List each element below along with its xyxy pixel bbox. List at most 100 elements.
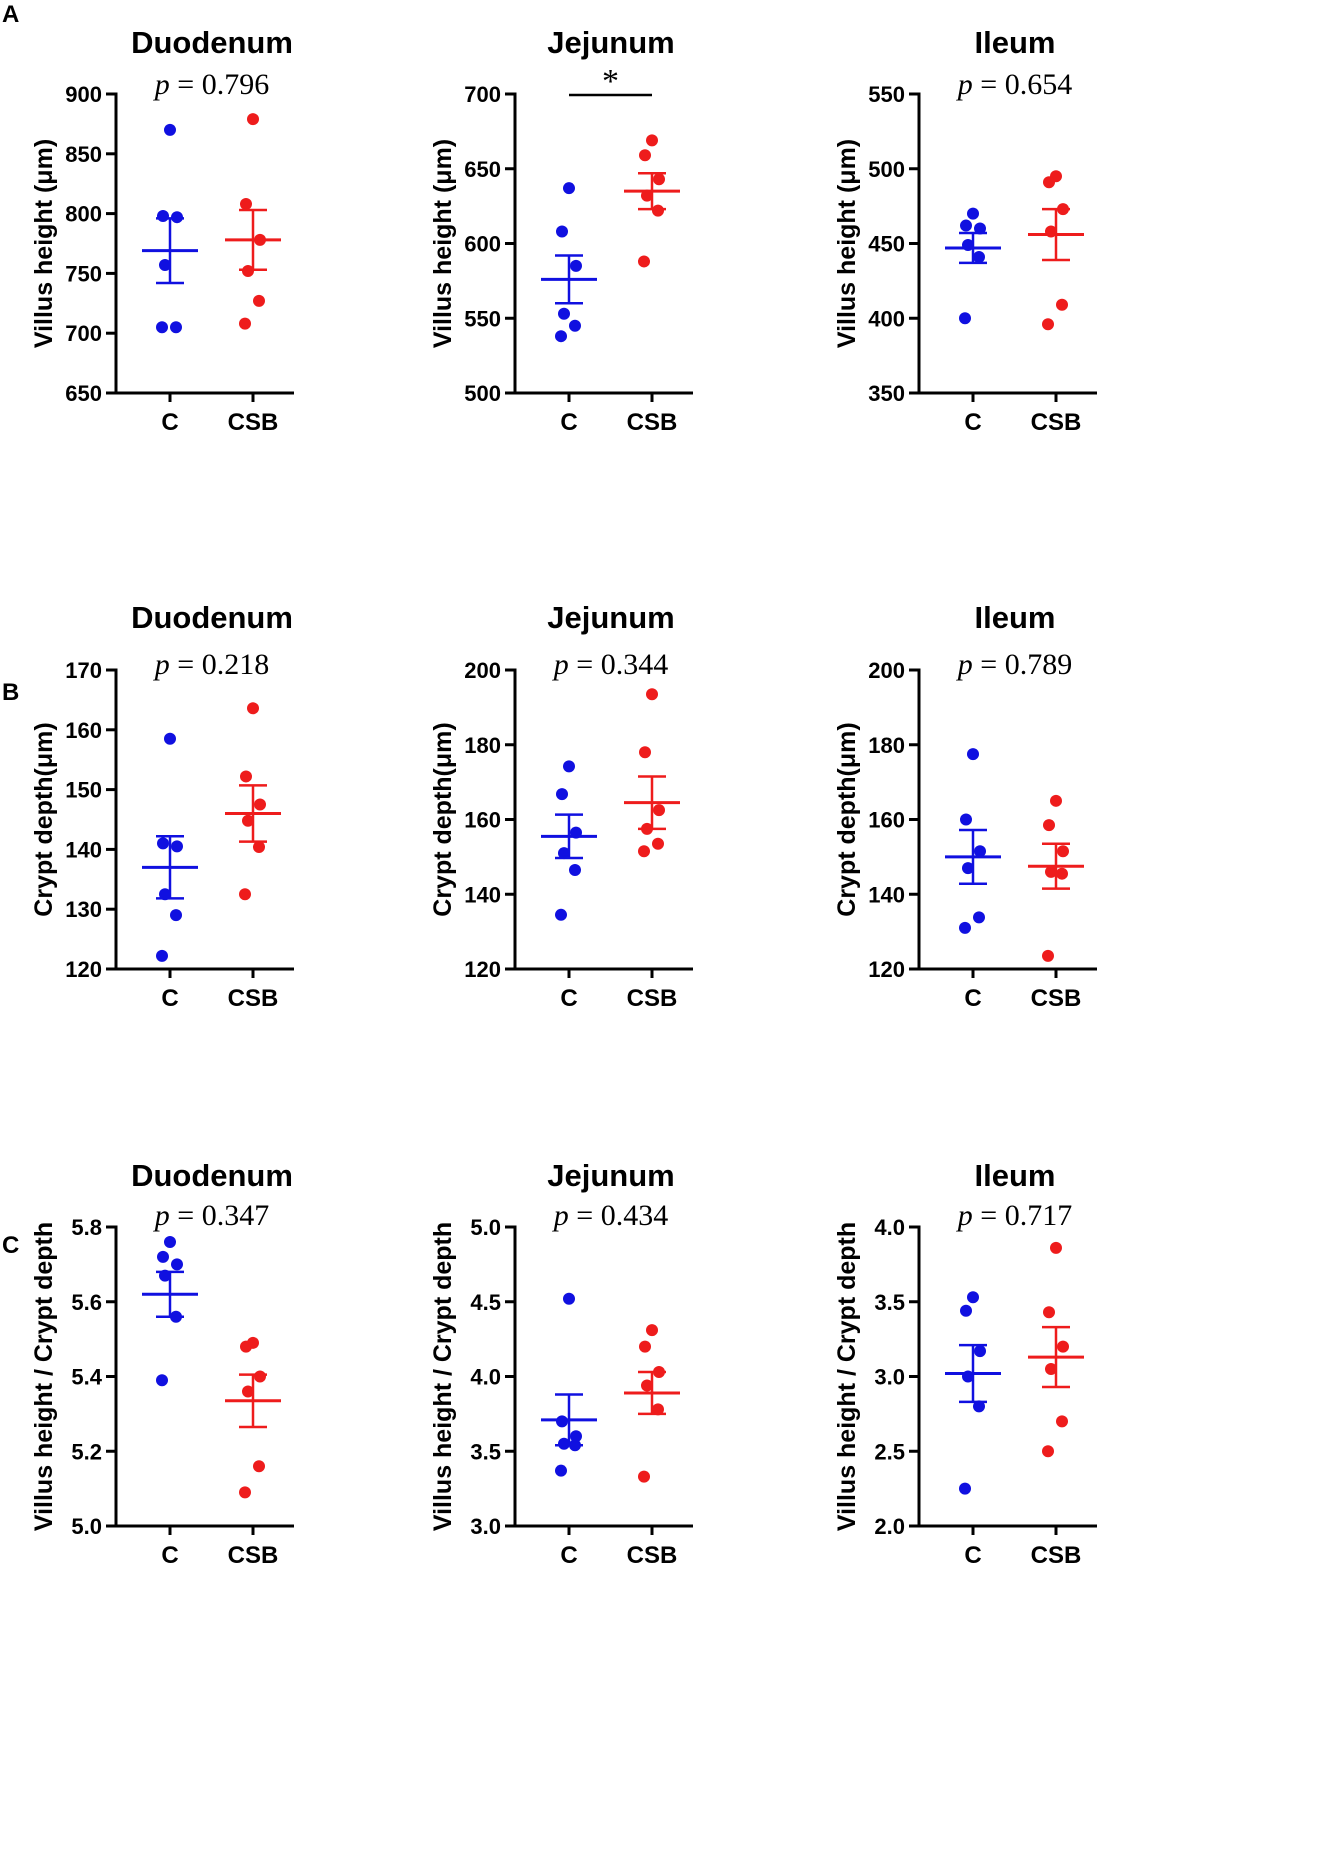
chart-b-jejunum-p-number: = 0.344 <box>576 648 668 681</box>
chart-c-duodenum-ytick-label: 5.4 <box>71 1365 102 1390</box>
chart-b-jejunum-xtick-label-c: C <box>560 985 577 1012</box>
chart-a-duodenum-point-c <box>156 321 168 334</box>
chart-b-duodenum-xtick-label-csb: CSB <box>228 985 279 1012</box>
chart-b-jejunum-point-c <box>556 788 568 801</box>
chart-b-ileum-point-c <box>973 911 985 924</box>
chart-c-jejunum-point-csb <box>638 1470 650 1483</box>
chart-a-duodenum-xtick-label-c: C <box>161 409 178 436</box>
chart-b-ileum-ytick-label: 200 <box>868 658 905 683</box>
chart-c-ileum-ytick-label: 4.0 <box>874 1215 905 1240</box>
chart-a-jejunum-point-c <box>569 319 581 332</box>
chart-c-ileum-point-c <box>959 1482 971 1495</box>
chart-c-duodenum: Duodenum p = 0.347 5.0 5.2 5.4 5.6 5.8 C CSB Vill… <box>30 1158 294 1569</box>
chart-a-jejunum-point-c <box>558 307 570 320</box>
chart-c-jejunum-p-symbol: p <box>552 1199 577 1232</box>
chart-b-ileum-point-c <box>959 921 971 934</box>
chart-b-jejunum-p-symbol: p <box>552 648 577 681</box>
chart-b-duodenum-title: Duodenum <box>131 600 293 635</box>
chart-b-jejunum-point-c <box>558 847 570 860</box>
chart-a-duodenum-point-c <box>164 123 176 136</box>
chart-c-duodenum-p-symbol: p <box>153 1199 178 1232</box>
chart-c-ileum: Ileum p = 0.717 2.0 2.5 3.0 3.5 4.0 C CSB Villus … <box>833 1158 1097 1569</box>
chart-a-jejunum-point-csb <box>653 173 665 186</box>
chart-b-duodenum-ylabel: Crypt depth(μm) <box>30 722 58 916</box>
chart-a-jejunum-point-c <box>555 330 567 343</box>
chart-b-ileum-point-csb <box>1043 819 1055 832</box>
chart-b-jejunum-ytick-label: 200 <box>464 658 501 683</box>
chart-a-ileum-p-number: = 0.654 <box>980 68 1072 101</box>
chart-c-ileum-title: Ileum <box>975 1158 1056 1193</box>
panel-letter-c: C <box>2 1232 19 1259</box>
chart-a-jejunum-ytick-label: 500 <box>464 381 501 406</box>
chart-b-duodenum-ytick-label: 150 <box>65 778 102 803</box>
chart-a-ileum-p-value: p = 0.654 <box>956 68 1072 101</box>
chart-c-ileum-point-csb <box>1042 1445 1054 1458</box>
chart-a-ileum-point-csb <box>1042 318 1054 331</box>
chart-b-duodenum-point-c <box>157 837 169 850</box>
chart-a-ileum-ytick-label: 500 <box>868 157 905 182</box>
chart-a-ileum-point-c <box>973 250 985 263</box>
chart-a-duodenum-point-c <box>157 209 169 222</box>
chart-a-duodenum: Duodenum p = 0.796 650 700 750 800 850 900 C CSB V… <box>30 25 294 436</box>
chart-b-duodenum-xtick-label-c: C <box>161 985 178 1012</box>
chart-a-duodenum-ytick-label: 750 <box>65 261 102 286</box>
chart-c-jejunum-point-csb <box>646 1324 658 1337</box>
chart-b-jejunum-ylabel: Crypt depth(μm) <box>429 722 457 916</box>
chart-a-duodenum-p-symbol: p <box>153 68 178 101</box>
chart-a-duodenum-p-number: = 0.796 <box>177 68 269 101</box>
chart-a-jejunum-ylabel: Villus height (μm) <box>429 139 457 348</box>
chart-b-ileum-point-c <box>974 845 986 858</box>
chart-b-duodenum-p-value: p = 0.218 <box>153 648 269 681</box>
chart-b-ileum-point-c <box>960 813 972 826</box>
chart-b-jejunum-point-csb <box>653 804 665 817</box>
chart-c-jejunum-title: Jejunum <box>547 1158 674 1193</box>
chart-c-ileum-point-csb <box>1045 1363 1057 1376</box>
chart-c-ileum-p-number: = 0.717 <box>980 1199 1072 1232</box>
chart-c-ileum-ytick-label: 2.5 <box>874 1439 905 1464</box>
chart-b-jejunum-point-c <box>563 760 575 773</box>
chart-a-duodenum-point-c <box>170 321 182 334</box>
chart-a-ileum-point-csb <box>1056 298 1068 311</box>
chart-b-duodenum-point-c <box>156 949 168 962</box>
chart-c-duodenum-point-csb <box>253 1460 265 1473</box>
chart-a-duodenum-point-csb <box>240 198 252 211</box>
chart-b-duodenum-point-csb <box>239 888 251 901</box>
chart-a-ileum-title: Ileum <box>975 25 1056 60</box>
chart-c-ileum-ylabel: Villus height / Crypt depth <box>833 1222 861 1531</box>
chart-c-duodenum-xtick-label-c: C <box>161 1542 178 1569</box>
chart-a-duodenum-title: Duodenum <box>131 25 293 60</box>
chart-c-jejunum-ytick-label: 5.0 <box>470 1215 501 1240</box>
chart-a-jejunum-ytick-label: 700 <box>464 82 501 107</box>
chart-b-duodenum-point-c <box>164 732 176 745</box>
chart-b-ileum-point-csb <box>1056 867 1068 880</box>
chart-b-duodenum-ytick-label: 140 <box>65 837 102 862</box>
chart-a-duodenum-p-value: p = 0.796 <box>153 68 269 101</box>
chart-b-jejunum-title: Jejunum <box>547 600 674 635</box>
chart-a-duodenum-ylabel: Villus height (μm) <box>30 139 58 348</box>
chart-c-ileum-point-csb <box>1056 1415 1068 1428</box>
chart-c-jejunum: Jejunum p = 0.434 3.0 3.5 4.0 4.5 5.0 C CSB Villu… <box>429 1158 693 1569</box>
chart-b-duodenum-point-c <box>171 840 183 853</box>
chart-b-duodenum-ytick-label: 160 <box>65 718 102 743</box>
chart-b-ileum-ytick-label: 180 <box>868 733 905 758</box>
chart-a-ileum-ytick-label: 550 <box>868 82 905 107</box>
chart-a-ileum: Ileum p = 0.654 350 400 450 500 550 C CSB Villus … <box>833 25 1097 436</box>
chart-b-duodenum-point-csb <box>254 798 266 811</box>
chart-b-jejunum-point-csb <box>639 746 651 759</box>
chart-c-jejunum-xtick-label-c: C <box>560 1542 577 1569</box>
chart-a-jejunum-title: Jejunum <box>547 25 674 60</box>
chart-b-duodenum-ytick-label: 120 <box>65 957 102 982</box>
chart-a-ileum-ytick-label: 350 <box>868 381 905 406</box>
chart-a-duodenum-ytick-label: 850 <box>65 142 102 167</box>
chart-c-ileum-xtick-label-csb: CSB <box>1031 1542 1082 1569</box>
chart-c-duodenum-p-number: = 0.347 <box>177 1199 269 1232</box>
chart-b-jejunum-point-c <box>555 908 567 921</box>
chart-c-jejunum-point-csb <box>652 1403 664 1416</box>
chart-a-ileum-ytick-label: 450 <box>868 232 905 257</box>
chart-c-duodenum-point-c <box>164 1235 176 1248</box>
chart-b-ileum-point-csb <box>1042 949 1054 962</box>
chart-b-jejunum-xtick-label-csb: CSB <box>627 985 678 1012</box>
chart-b-ileum-point-csb <box>1057 845 1069 858</box>
chart-b-jejunum-ytick-label: 140 <box>464 882 501 907</box>
chart-c-jejunum-p-number: = 0.434 <box>576 1199 668 1232</box>
